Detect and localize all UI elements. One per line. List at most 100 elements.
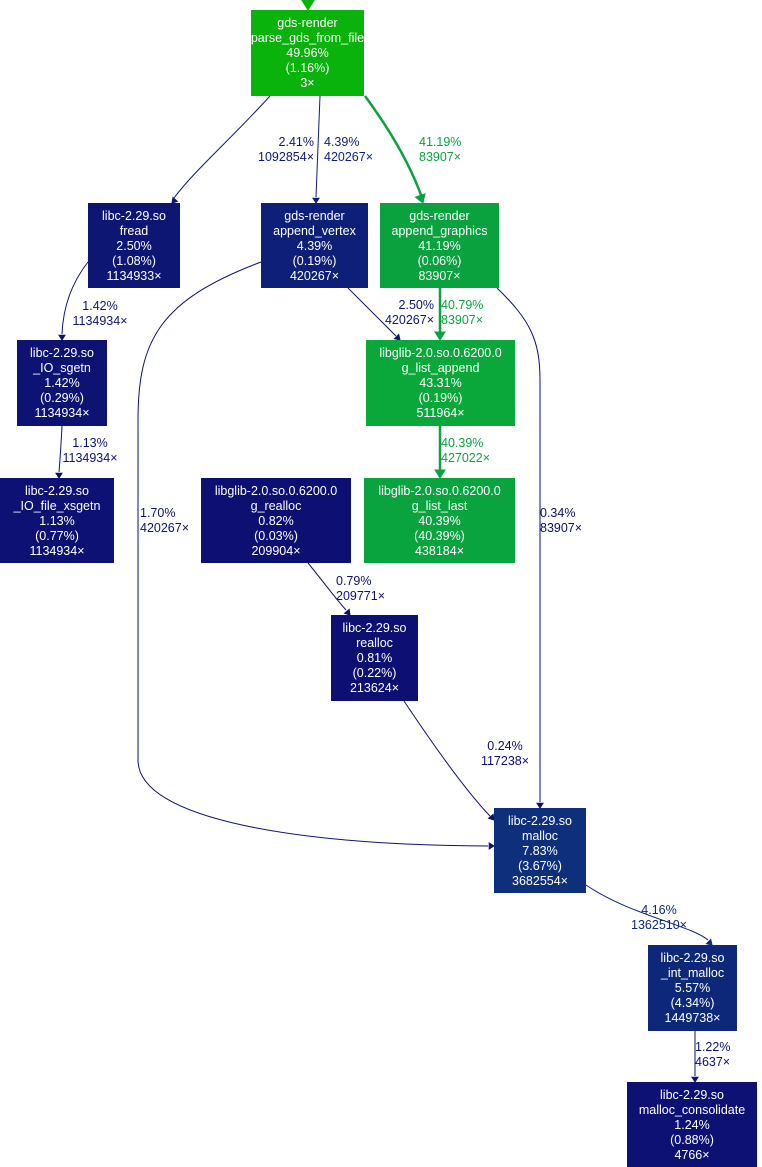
edge-percent-label: 1.70%: [140, 506, 175, 520]
node-box: [201, 478, 351, 563]
edge-calls-label: 1092854×: [258, 150, 314, 164]
node-parse[interactable]: gds-renderparse_gds_from_file49.96%(1.16…: [251, 10, 364, 96]
node-box: [88, 203, 180, 288]
edge-calls-label: 1134934×: [62, 451, 117, 465]
node-call-count: 83907×: [418, 269, 460, 283]
edge-line: [173, 95, 271, 199]
node-total-percent: 43.31%: [419, 376, 461, 390]
node-total-percent: 5.57%: [675, 981, 710, 995]
node-box: [364, 478, 515, 563]
node-function: _int_malloc: [660, 966, 724, 980]
edge-arrowhead: [488, 842, 495, 850]
node-g_realloc[interactable]: libglib-2.0.so.0.6200.0g_realloc0.82%(0.…: [201, 478, 351, 563]
node-box: [251, 10, 364, 96]
edge-append_graphics-to-malloc[interactable]: 0.34%83907×: [496, 287, 582, 809]
edge-realloc-to-malloc[interactable]: 0.24%117238×: [403, 700, 529, 821]
node-append_vertex[interactable]: gds-renderappend_vertex4.39%(0.19%)42026…: [261, 203, 368, 288]
edge-line: [307, 562, 347, 611]
edge-line: [58, 425, 63, 473]
edge-malloc-to-int_malloc[interactable]: 4.16%1362510×: [585, 884, 713, 946]
node-self-percent: (0.29%): [40, 391, 84, 405]
edge-arrowhead: [393, 333, 401, 341]
node-total-percent: 0.81%: [357, 651, 392, 665]
node-function: realloc: [356, 636, 393, 650]
node-function: g_realloc: [251, 499, 302, 513]
node-append_graphics[interactable]: gds-renderappend_graphics41.19%(0.06%)83…: [380, 203, 499, 288]
node-malloc_consolidate[interactable]: libc-2.29.somalloc_consolidate1.24%(0.88…: [627, 1082, 757, 1167]
node-total-percent: 1.13%: [39, 514, 74, 528]
node-g_list_last[interactable]: libglib-2.0.so.0.6200.0g_list_last40.39%…: [364, 478, 515, 563]
edge-calls-label: 117238×: [481, 754, 529, 768]
edge-append_graphics-to-g_list_append[interactable]: 40.79%83907×: [434, 288, 483, 341]
edge-parse-to-fread[interactable]: 2.41%1092854×: [171, 95, 314, 204]
node-io_sgetn[interactable]: libc-2.29.so_IO_sgetn1.42%(0.29%)1134934…: [17, 340, 107, 426]
edge-arrowhead: [536, 802, 544, 809]
node-module: libc-2.29.so: [661, 951, 725, 965]
node-call-count: 1134934×: [34, 406, 89, 420]
edge-calls-label: 420267×: [324, 150, 373, 164]
node-int_malloc[interactable]: libc-2.29.so_int_malloc5.57%(4.34%)14497…: [648, 945, 737, 1031]
edge-percent-label: 0.34%: [540, 506, 575, 520]
node-call-count: 438184×: [415, 544, 464, 558]
edge-fread-to-io_sgetn[interactable]: 1.42%1134934×: [58, 261, 128, 341]
edge-percent-label: 41.19%: [419, 135, 461, 149]
node-module: libc-2.29.so: [30, 346, 94, 360]
node-function: malloc: [522, 829, 558, 843]
node-call-count: 3×: [300, 76, 314, 90]
edge-calls-label: 4637×: [695, 1055, 730, 1069]
node-call-count: 1134934×: [29, 544, 84, 558]
edge-calls-label: 83907×: [441, 313, 483, 327]
node-call-count: 1449738×: [665, 1011, 721, 1025]
edge-percent-label: 1.22%: [695, 1040, 730, 1054]
edge-io_sgetn-to-io_file_xsgetn[interactable]: 1.13%1134934×: [55, 425, 118, 479]
edge-arrowhead: [691, 1076, 699, 1083]
edge-parse-to-append_vertex[interactable]: 4.39%420267×: [312, 95, 373, 204]
node-function: malloc_consolidate: [639, 1103, 745, 1117]
edge-append_vertex-to-g_list_append[interactable]: 2.50%420267×: [347, 287, 434, 341]
node-total-percent: 2.50%: [116, 239, 151, 253]
node-call-count: 4766×: [674, 1148, 709, 1162]
edge-percent-label: 40.79%: [441, 298, 483, 312]
edge-calls-label: 209771×: [336, 589, 385, 603]
node-call-count: 420267×: [290, 269, 339, 283]
node-self-percent: (0.19%): [293, 254, 337, 268]
node-module: libc-2.29.so: [660, 1088, 724, 1102]
edge-percent-label: 1.13%: [72, 436, 107, 450]
node-io_file_xsgetn[interactable]: libc-2.29.so_IO_file_xsgetn1.13%(0.77%)1…: [0, 478, 114, 563]
node-module: libglib-2.0.so.0.6200.0: [215, 484, 337, 498]
edge-append_vertex-to-malloc[interactable]: 1.70% 420267×: [137, 261, 495, 850]
node-function: g_list_last: [412, 499, 468, 513]
edge-percent-label: 1.42%: [82, 299, 117, 313]
edge-g_list_append-to-g_list_last[interactable]: 40.39%427022×: [434, 426, 490, 479]
node-box: [261, 203, 368, 288]
edge-calls-label: 1362510×: [631, 918, 687, 932]
node-box: [648, 945, 737, 1031]
edge-arrowhead: [434, 331, 446, 341]
node-box: [17, 340, 107, 426]
edge-line: [585, 884, 709, 941]
node-box: [380, 203, 499, 288]
entry-edge: [301, 0, 315, 11]
node-self-percent: (1.08%): [112, 254, 156, 268]
edge-line: [315, 95, 321, 198]
edge-arrowhead: [58, 334, 66, 341]
node-box: [366, 340, 515, 426]
node-box: [627, 1082, 757, 1167]
node-function: append_graphics: [392, 224, 488, 238]
edge-percent-label: 40.39%: [441, 436, 483, 450]
edge-arrowhead: [171, 196, 179, 204]
node-call-count: 511964×: [416, 406, 464, 420]
node-g_list_append[interactable]: libglib-2.0.so.0.6200.0g_list_append43.3…: [366, 340, 515, 426]
edge-line: [363, 95, 423, 196]
edge-parse-to-append_graphics[interactable]: 41.19%83907×: [363, 95, 461, 204]
node-function: g_list_append: [402, 361, 480, 375]
node-call-count: 209904×: [251, 544, 300, 558]
node-function: append_vertex: [273, 224, 356, 238]
edge-int_malloc-to-malloc_consolidate[interactable]: 1.22%4637×: [691, 1031, 730, 1083]
edge-arrowhead: [487, 813, 495, 821]
edge-g_realloc-to-realloc[interactable]: 0.79%209771×: [307, 562, 385, 616]
node-self-percent: (0.19%): [419, 391, 463, 405]
